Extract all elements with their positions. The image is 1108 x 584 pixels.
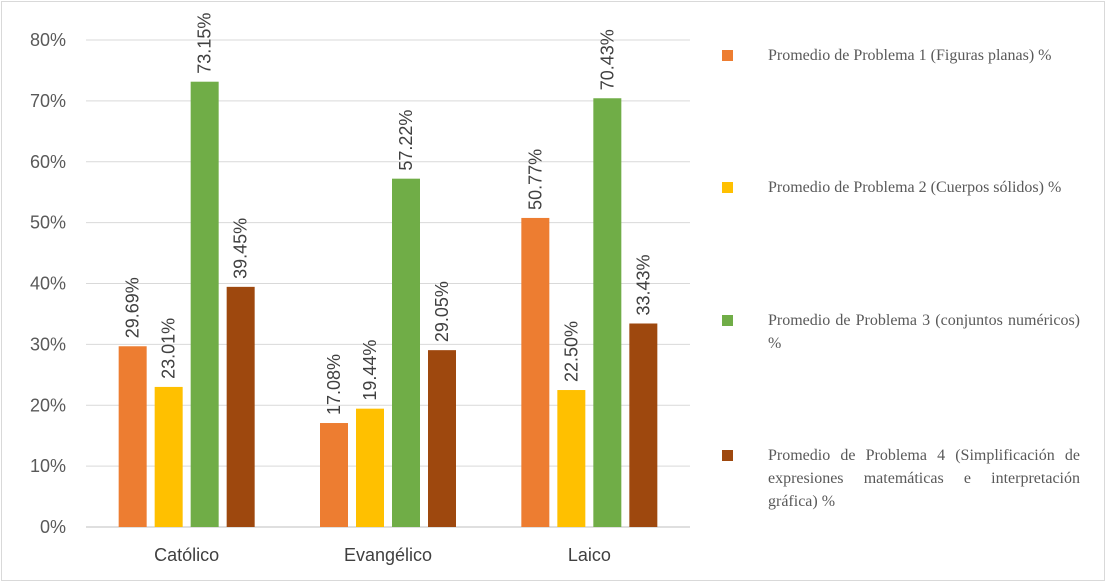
bar-evangélico-problema-3 [392,178,420,527]
y-axis-tick-labels: 0% 10% 20% 30% 40% 50% 60% 70% 80% [30,30,66,537]
bar-evangélico-problema-4 [428,350,456,527]
data-label: 29.69% [123,277,143,338]
data-label: 17.08% [324,354,344,415]
data-label: 23.01% [159,318,179,379]
bar-evangélico-problema-1 [320,423,348,527]
data-label: 73.15% [195,13,215,74]
data-label: 50.77% [525,149,545,210]
data-label: 22.50% [561,321,581,382]
bar-católico-problema-3 [190,81,219,527]
bars [118,81,658,527]
legend-label: Promedio de Problema 2 (Cuerpos sólidos)… [768,179,1062,196]
data-label: 19.44% [360,340,380,401]
bar-católico-problema-2 [154,386,183,527]
category-label: Católico [154,545,219,565]
y-tick-label: 50% [30,213,66,233]
legend-swatch [722,50,733,61]
y-tick-label: 60% [30,152,66,172]
bar-católico-problema-4 [226,286,255,527]
y-tick-label: 10% [30,456,66,476]
y-tick-label: 80% [30,30,66,50]
y-tick-label: 20% [30,395,66,415]
category-label: Laico [568,545,611,565]
y-tick-label: 0% [40,517,66,537]
legend-swatch [722,182,733,193]
bar-evangélico-problema-2 [356,408,384,527]
legend: Promedio de Problema 1 (Figuras planas) … [722,44,1084,564]
data-label: 33.43% [633,254,653,315]
bar-católico-problema-1 [118,346,147,527]
x-axis-category-labels: Católico Evangélico Laico [154,545,611,565]
bar-laico-problema-4 [629,323,658,527]
y-tick-label: 70% [30,91,66,111]
data-label: 29.05% [432,281,452,342]
bar-laico-problema-2 [557,390,586,527]
category-label: Evangélico [344,545,432,565]
legend-label: Promedio de Problema 4 (Simplificación d… [768,447,1080,510]
legend-swatch [722,450,733,461]
legend-swatch [722,315,733,326]
bar-laico-problema-3 [593,98,622,527]
legend-label: Promedio de Problema 1 (Figuras planas) … [768,47,1052,64]
bar-laico-problema-1 [521,217,550,527]
data-labels: 29.69% 23.01% 73.15% 39.45% 17.08% 19.44% 57.2… [123,13,654,415]
data-label: 70.43% [597,29,617,90]
gridlines [86,39,690,528]
legend-label: Promedio de Problema 3 (conjuntos numéri… [768,312,1080,352]
y-tick-label: 40% [30,274,66,294]
data-label: 57.22% [396,110,416,171]
y-tick-label: 30% [30,334,66,354]
data-label: 39.45% [231,218,251,279]
